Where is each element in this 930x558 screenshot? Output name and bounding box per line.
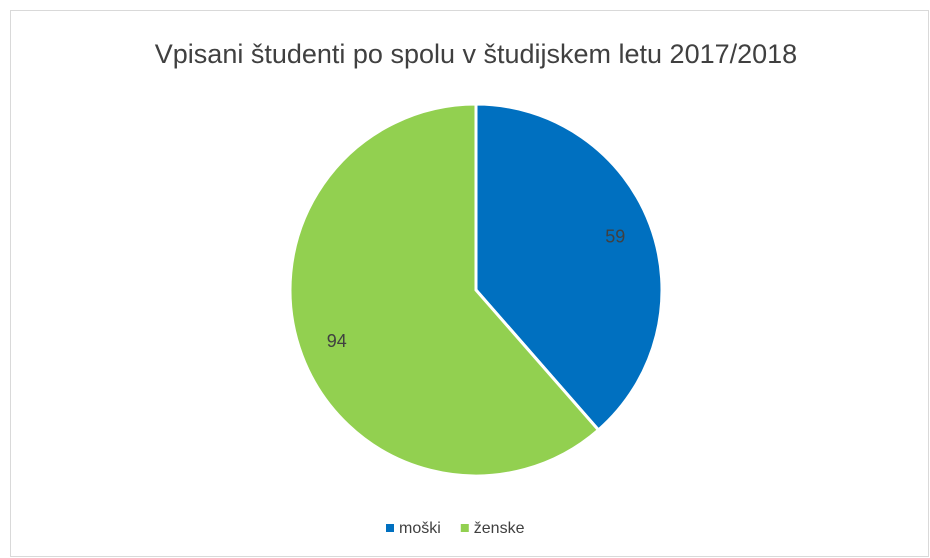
data-label: 59	[605, 226, 625, 246]
data-label: 94	[327, 331, 347, 351]
legend-label: ženske	[474, 520, 525, 537]
pie-slice	[288, 102, 601, 478]
pie-slice	[474, 102, 664, 433]
legend-swatch	[460, 524, 469, 532]
legend-label: moški	[399, 520, 441, 537]
chart-title: Vpisani študenti po spolu v študijskem l…	[155, 39, 797, 69]
legend-swatch	[386, 524, 394, 532]
